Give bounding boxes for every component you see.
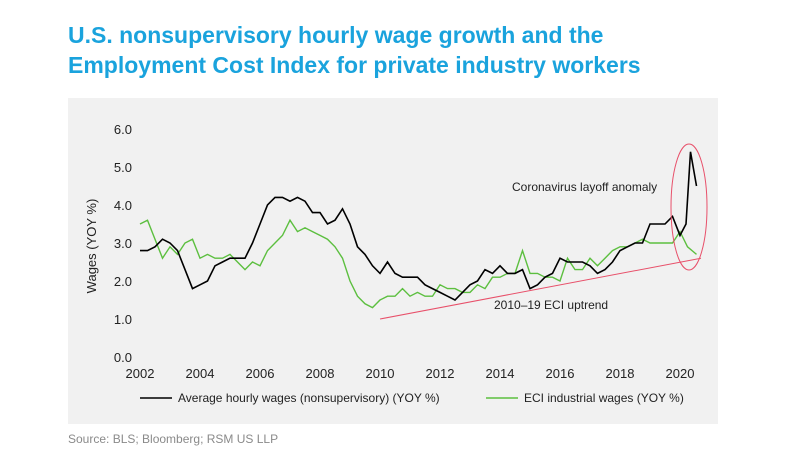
y-tick-label: 3.0 (114, 236, 132, 251)
source-note: Source: BLS; Bloomberg; RSM US LLP (68, 432, 279, 446)
y-tick-label: 0.0 (114, 350, 132, 365)
x-tick-label: 2006 (246, 366, 275, 381)
x-tick-label: 2020 (666, 366, 695, 381)
x-axis-ticks: 2002 2004 2006 2008 2010 2012 2014 2016 2018 2020 (126, 366, 695, 381)
x-tick-label: 2014 (486, 366, 515, 381)
x-tick-label: 2004 (186, 366, 215, 381)
anomaly-annotation: Coronavirus layoff anomaly (512, 180, 657, 194)
y-axis-ticks: 0.0 1.0 2.0 3.0 4.0 5.0 6.0 (114, 122, 132, 365)
legend: Average hourly wages (nonsupervisory) (Y… (140, 391, 684, 405)
y-tick-label: 2.0 (114, 274, 132, 289)
y-tick-label: 5.0 (114, 160, 132, 175)
x-tick-label: 2010 (366, 366, 395, 381)
eci-uptrend-line (379, 257, 702, 320)
chart-title-line-1: U.S. nonsupervisory hourly wage growth a… (68, 22, 604, 48)
chart-panel (68, 98, 718, 424)
legend-wages-label: Average hourly wages (nonsupervisory) (Y… (178, 391, 440, 405)
y-axis-label: Wages (YOY %) (84, 199, 99, 294)
y-tick-label: 1.0 (114, 312, 132, 327)
x-tick-label: 2018 (606, 366, 635, 381)
x-tick-label: 2008 (306, 366, 335, 381)
x-tick-label: 2002 (126, 366, 155, 381)
legend-eci-label: ECI industrial wages (YOY %) (524, 391, 684, 405)
eci-wages-line (139, 218, 697, 309)
x-tick-label: 2016 (546, 366, 575, 381)
anomaly-ellipse (670, 143, 708, 271)
chart-title-line-2: Employment Cost Index for private indust… (68, 52, 641, 78)
average-hourly-wages-line (140, 151, 698, 301)
y-tick-label: 4.0 (114, 198, 132, 213)
y-tick-label: 6.0 (114, 122, 132, 137)
trend-annotation: 2010–19 ECI uptrend (494, 298, 608, 312)
chart-title: U.S. nonsupervisory hourly wage growth a… (68, 20, 768, 80)
x-tick-label: 2012 (426, 366, 455, 381)
